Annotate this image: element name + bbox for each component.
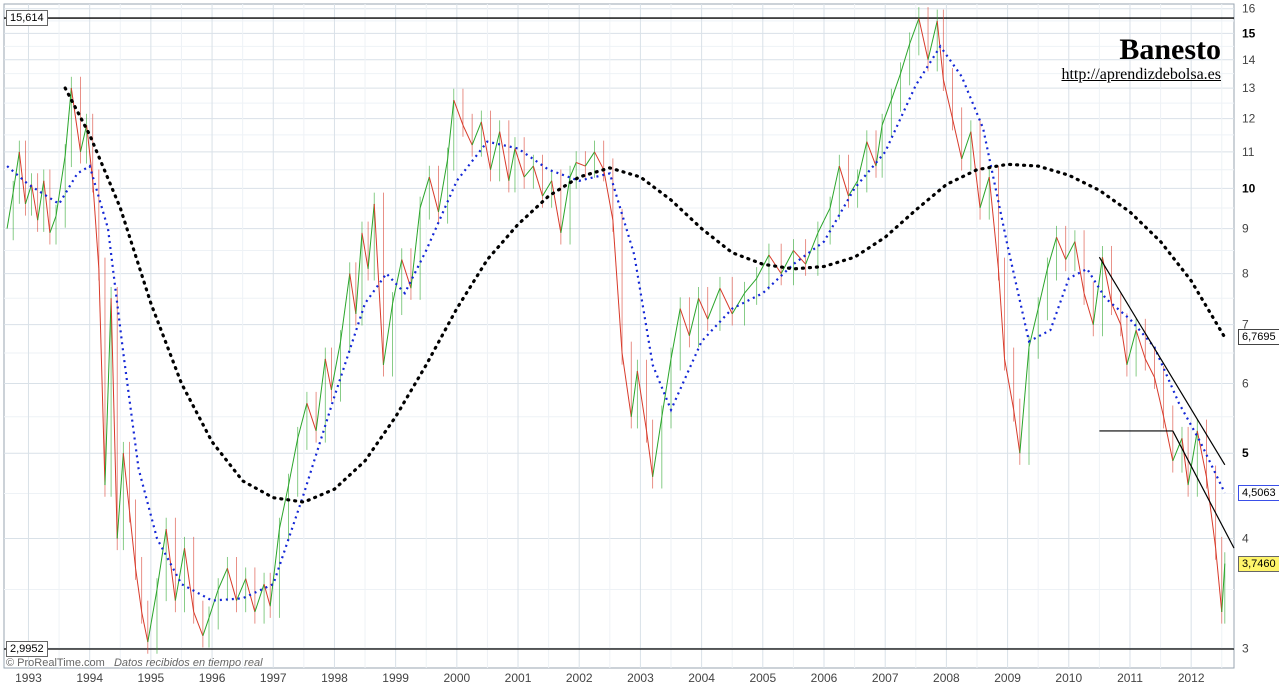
svg-text:2000: 2000 xyxy=(443,671,470,685)
chart-subtitle: http://aprendizdebolsa.es xyxy=(1061,66,1221,84)
svg-text:2009: 2009 xyxy=(994,671,1021,685)
footer-watermark: © ProRealTime.com Datos recibidos en tie… xyxy=(6,657,263,669)
svg-text:1995: 1995 xyxy=(138,671,165,685)
svg-text:2010: 2010 xyxy=(1055,671,1082,685)
svg-text:10: 10 xyxy=(1242,181,1256,195)
svg-text:2006: 2006 xyxy=(811,671,838,685)
right-axis-value-label: 3,7460 xyxy=(1238,556,1279,572)
svg-text:1997: 1997 xyxy=(260,671,287,685)
svg-text:8: 8 xyxy=(1242,267,1249,281)
svg-text:14: 14 xyxy=(1242,53,1256,67)
svg-text:16: 16 xyxy=(1242,2,1256,16)
svg-text:1998: 1998 xyxy=(321,671,348,685)
svg-text:2001: 2001 xyxy=(505,671,532,685)
right-axis-value-label: 6,7695 xyxy=(1238,329,1279,345)
chart-title: Banesto xyxy=(1061,34,1221,66)
svg-text:2002: 2002 xyxy=(566,671,593,685)
svg-text:6: 6 xyxy=(1242,377,1249,391)
footer-copyright: © ProRealTime.com xyxy=(6,657,105,669)
svg-text:2008: 2008 xyxy=(933,671,960,685)
svg-text:13: 13 xyxy=(1242,81,1256,95)
chart-title-block: Banesto http://aprendizdebolsa.es xyxy=(1061,34,1221,84)
svg-text:1999: 1999 xyxy=(382,671,409,685)
svg-text:2004: 2004 xyxy=(688,671,715,685)
horizontal-line-label: 2,9952 xyxy=(6,641,48,657)
svg-text:9: 9 xyxy=(1242,222,1249,236)
svg-text:3: 3 xyxy=(1242,641,1249,655)
svg-text:11: 11 xyxy=(1242,145,1255,159)
svg-text:5: 5 xyxy=(1242,446,1249,460)
svg-text:15: 15 xyxy=(1242,26,1256,40)
svg-text:2005: 2005 xyxy=(749,671,776,685)
horizontal-line-label: 15,614 xyxy=(6,10,48,26)
svg-text:1994: 1994 xyxy=(76,671,103,685)
footer-status: Datos recibidos en tiempo real xyxy=(114,657,263,669)
svg-text:4: 4 xyxy=(1242,531,1249,545)
svg-text:1993: 1993 xyxy=(15,671,42,685)
price-chart: 3456789101112131415161993199419951996199… xyxy=(0,0,1279,687)
svg-text:2007: 2007 xyxy=(872,671,899,685)
svg-text:1996: 1996 xyxy=(199,671,226,685)
chart-svg: 3456789101112131415161993199419951996199… xyxy=(0,0,1279,687)
svg-text:12: 12 xyxy=(1242,112,1256,126)
svg-text:2011: 2011 xyxy=(1117,671,1143,685)
right-axis-value-label: 4,5063 xyxy=(1238,485,1279,501)
svg-text:2003: 2003 xyxy=(627,671,654,685)
svg-text:2012: 2012 xyxy=(1178,671,1205,685)
